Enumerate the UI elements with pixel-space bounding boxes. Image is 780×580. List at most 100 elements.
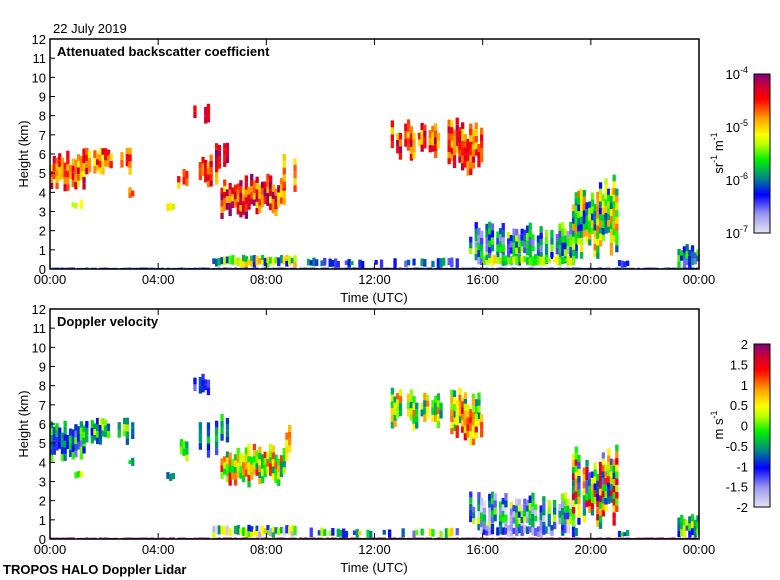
data-cell bbox=[260, 454, 265, 462]
data-cell bbox=[501, 260, 505, 266]
data-cell bbox=[596, 218, 600, 226]
data-cell bbox=[542, 502, 546, 509]
data-cell bbox=[501, 498, 505, 505]
data-cell bbox=[236, 525, 240, 535]
data-cell bbox=[252, 193, 257, 200]
data-cell bbox=[523, 241, 527, 248]
colorbar-tick-label: -1 bbox=[736, 459, 748, 474]
data-cell bbox=[82, 155, 86, 163]
data-cell bbox=[244, 454, 248, 462]
data-cell bbox=[582, 217, 586, 224]
data-cell bbox=[209, 180, 213, 187]
data-cell bbox=[693, 252, 697, 259]
data-cell bbox=[474, 241, 478, 248]
data-cell bbox=[217, 151, 221, 157]
data-cell bbox=[485, 254, 489, 260]
data-cell bbox=[598, 201, 603, 208]
data-cell bbox=[471, 425, 476, 432]
data-cell bbox=[612, 492, 616, 499]
data-cell bbox=[131, 457, 135, 466]
data-cell bbox=[274, 454, 278, 462]
data-cell bbox=[450, 147, 454, 155]
data-cell bbox=[223, 462, 227, 469]
data-cell bbox=[282, 174, 286, 182]
data-cell bbox=[117, 429, 121, 438]
data-cell bbox=[528, 526, 532, 533]
data-cell bbox=[569, 257, 573, 266]
data-cell bbox=[542, 509, 546, 516]
data-cell bbox=[244, 182, 248, 190]
data-cell bbox=[371, 267, 376, 269]
data-cell bbox=[177, 182, 181, 189]
data-cell bbox=[233, 473, 238, 480]
data-cell bbox=[615, 202, 619, 210]
data-cell bbox=[66, 442, 70, 450]
data-cell bbox=[536, 526, 541, 532]
data-cell bbox=[77, 154, 81, 161]
data-cell bbox=[293, 255, 297, 262]
data-cell bbox=[617, 537, 622, 539]
data-cell bbox=[461, 413, 465, 421]
data-cell bbox=[260, 255, 265, 261]
data-cell bbox=[169, 537, 173, 539]
data-cell bbox=[128, 187, 132, 193]
data-cell bbox=[398, 396, 403, 403]
data-cell bbox=[480, 505, 484, 513]
data-cell bbox=[588, 201, 592, 208]
data-cell bbox=[231, 201, 235, 209]
data-cell bbox=[507, 257, 511, 264]
data-cell bbox=[436, 414, 440, 422]
data-cell bbox=[509, 521, 513, 528]
data-cell bbox=[512, 527, 516, 534]
data-cell bbox=[574, 233, 578, 241]
data-cell bbox=[215, 166, 219, 173]
data-cell bbox=[185, 454, 189, 462]
data-cell bbox=[571, 255, 576, 261]
data-cell bbox=[266, 180, 270, 187]
data-cell bbox=[458, 387, 462, 395]
data-cell bbox=[425, 537, 430, 539]
data-cell bbox=[580, 223, 584, 231]
data-cell bbox=[569, 228, 573, 235]
data-cell bbox=[509, 256, 513, 266]
data-cell bbox=[201, 267, 205, 269]
data-cell bbox=[523, 229, 527, 236]
data-cell bbox=[128, 161, 132, 169]
data-cell bbox=[393, 537, 397, 539]
data-cell bbox=[377, 537, 381, 539]
data-cell bbox=[225, 430, 230, 437]
data-cell bbox=[682, 260, 687, 268]
data-cell bbox=[585, 493, 589, 501]
data-cell bbox=[120, 159, 124, 168]
data-cell bbox=[447, 133, 451, 141]
data-cell bbox=[461, 148, 465, 156]
data-cell bbox=[563, 228, 568, 236]
data-cell bbox=[68, 435, 73, 443]
data-cell bbox=[528, 222, 532, 230]
data-cell bbox=[401, 528, 405, 538]
data-cell bbox=[366, 529, 370, 538]
data-cell bbox=[488, 500, 492, 508]
y-tick-label: 0 bbox=[39, 532, 46, 547]
data-cell bbox=[239, 192, 243, 199]
data-cell bbox=[436, 258, 440, 268]
data-cell bbox=[242, 187, 246, 195]
data-cell bbox=[507, 244, 511, 251]
data-cell bbox=[582, 467, 586, 475]
data-cell bbox=[50, 421, 54, 429]
data-cell bbox=[201, 157, 205, 164]
y-tick-label: 4 bbox=[39, 185, 46, 200]
data-cell bbox=[488, 514, 492, 522]
data-cell bbox=[644, 267, 649, 269]
data-cell bbox=[455, 425, 459, 432]
data-cell bbox=[607, 188, 611, 195]
data-cell bbox=[439, 258, 443, 268]
data-cell bbox=[63, 537, 67, 539]
data-cell bbox=[271, 198, 275, 207]
data-cell bbox=[223, 256, 227, 266]
data-cell bbox=[288, 431, 292, 439]
data-cell bbox=[490, 223, 495, 231]
data-cell bbox=[71, 436, 75, 445]
data-cell bbox=[612, 459, 616, 466]
data-cell bbox=[258, 471, 262, 478]
